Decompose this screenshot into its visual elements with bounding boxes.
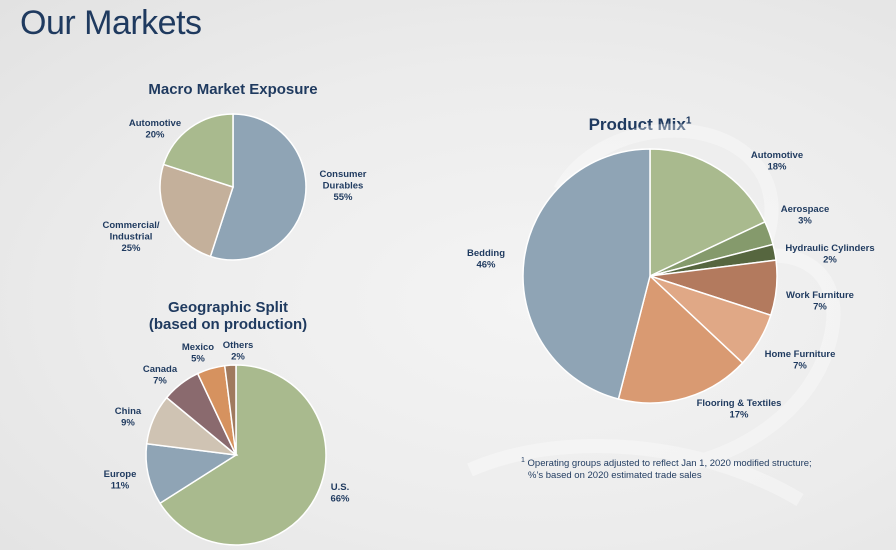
geo-chart-title: Geographic Split (based on production) (128, 299, 328, 333)
slice-label-work-furniture: Work Furniture 7% (786, 290, 854, 313)
pie-slice-automotive (162, 113, 234, 189)
pie-slice-u-s (158, 364, 327, 546)
pie-slice-commercial-industrial (159, 163, 234, 258)
page-title: Our Markets (20, 4, 202, 42)
slice-label-automotive: Automotive 18% (751, 150, 803, 173)
geographic-split-pie: U.S. 66% Europe 11% China 9%Canada 7%Mexico 5% O… (104, 340, 350, 546)
slice-label-europe: Europe 11% (104, 469, 137, 492)
product-chart-title-text: Product Mix (588, 115, 686, 134)
pie-slice-automotive (649, 148, 766, 278)
slice-label-automotive: Automotive 20% (129, 118, 181, 141)
slice-label-canada: Canada 7% (143, 364, 178, 387)
footnote-line-2: %’s based on 2020 estimated trade sales (528, 470, 702, 482)
macro-chart-title: Macro Market Exposure (148, 81, 318, 98)
slice-label-home-furniture: Home Furniture 7% (765, 349, 836, 372)
slice-label-others: Others 2% (223, 340, 254, 363)
product-mix-pie: Automotive 18% Aerospace 3% Hydraulic Cylind… (467, 148, 875, 421)
slice-label-mexico: Mexico 5% (182, 342, 214, 365)
slice-label-consumer-durables: Consumer Durables 55% (320, 169, 367, 203)
geo-chart-title-main: Geographic Split (167, 299, 288, 316)
slice-label-china: China 9% (115, 406, 142, 429)
pie-slice-flooring-textiles (617, 274, 744, 404)
macro-market-pie: Consumer Durables 55% Commercial/Industrial… (102, 113, 367, 261)
footnote-line-1: Operating groups adjusted to reflect Jan… (527, 458, 812, 470)
footnote: 1 Operating groups adjusted to reflect J… (521, 455, 861, 482)
pie-slice-consumer-durables (209, 113, 307, 261)
slice-label-hydraulic-cylinders: Hydraulic Cylinders 2% (785, 243, 874, 266)
product-chart-title-footnote: 1 (685, 115, 692, 127)
slice-label-u-s: U.S. 66% (330, 482, 350, 505)
product-chart-title: Product Mix1 (565, 115, 715, 135)
geo-chart-subtitle: (based on production) (148, 316, 308, 333)
pie-slice-bedding (522, 148, 651, 400)
slice-label-aerospace: Aerospace 3% (781, 204, 830, 227)
slice-label-bedding: Bedding 46% (467, 248, 505, 271)
pie-slice-others (223, 364, 237, 456)
footnote-marker: 1 (521, 457, 525, 464)
slice-label-flooring-textiles: Flooring & Textiles 17% (697, 398, 782, 421)
slice-label-commercial-industrial: Commercial/Industrial 25% (102, 220, 159, 254)
